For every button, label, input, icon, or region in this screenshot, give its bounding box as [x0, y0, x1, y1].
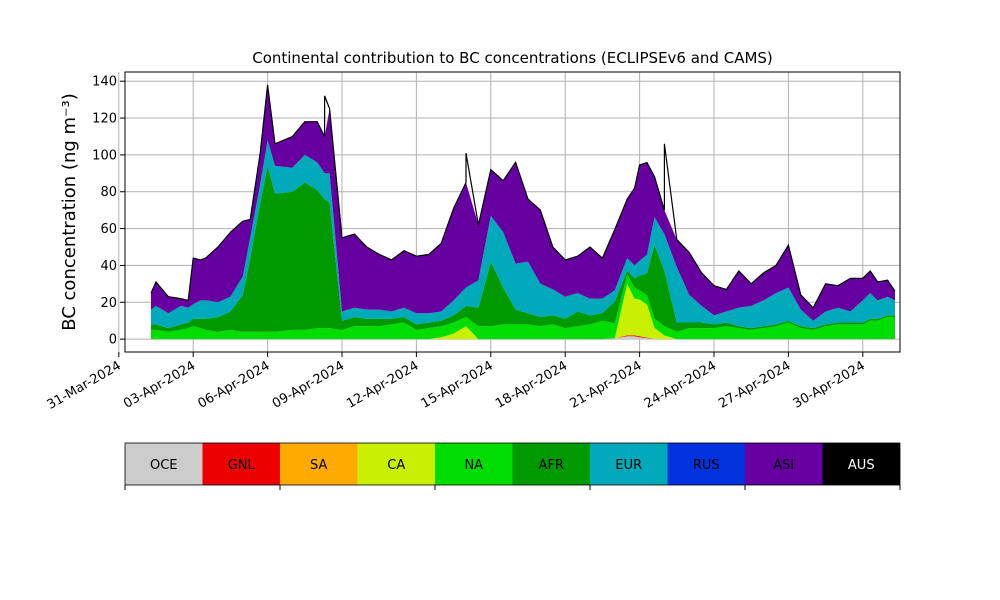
- legend-label-afr: AFR: [539, 458, 564, 473]
- legend-swatch-rus: [667, 443, 745, 485]
- total-outline: [150, 84, 896, 309]
- legend-swatch-afr: [512, 443, 590, 485]
- y-tick-label: 140: [92, 75, 117, 90]
- y-tick-label: 60: [100, 222, 117, 237]
- y-tick-label: 0: [109, 333, 117, 348]
- x-tick-label: 24-Apr-2024: [642, 358, 719, 411]
- y-tick-label: 80: [100, 185, 117, 200]
- legend-label-aus: AUS: [848, 458, 875, 473]
- legend-label-rus: RUS: [693, 458, 720, 473]
- area-na: [151, 274, 895, 340]
- x-tick-label: 27-Apr-2024: [716, 358, 793, 411]
- legend-frame: [124, 442, 901, 486]
- plot-frame: [124, 71, 901, 353]
- area-eur: [151, 140, 895, 329]
- x-tick-label: 15-Apr-2024: [419, 358, 496, 411]
- x-tick-label: 06-Apr-2024: [195, 358, 272, 411]
- legend-swatch-aus: [822, 443, 900, 485]
- y-tick-label: 40: [100, 259, 117, 274]
- x-tick-label: 30-Apr-2024: [791, 358, 868, 411]
- legend-label-sa: SA: [310, 458, 327, 473]
- area-asi: [151, 84, 895, 321]
- legend-label-asi: ASI: [773, 458, 794, 473]
- x-tick-label: 09-Apr-2024: [270, 358, 347, 411]
- legend-label-na: NA: [464, 458, 483, 473]
- chart-title: Continental contribution to BC concentra…: [252, 49, 773, 67]
- legend-swatch-sa: [280, 443, 358, 485]
- legend-label-gnl: GNL: [228, 458, 256, 473]
- y-axis: 0 20 40 60 80 100 120 140: [92, 75, 125, 348]
- legend-swatch-asi: [745, 443, 823, 485]
- area-afr: [151, 165, 895, 332]
- x-tick-label: 03-Apr-2024: [121, 358, 198, 411]
- y-tick-label: 120: [92, 112, 117, 127]
- x-tick-label: 31-Mar-2024: [45, 358, 124, 412]
- legend-label-eur: EUR: [615, 458, 642, 473]
- legend-swatch-na: [435, 443, 513, 485]
- legend-swatch-ca: [357, 443, 435, 485]
- x-tick-label: 21-Apr-2024: [567, 358, 644, 411]
- x-tick-label: 12-Apr-2024: [344, 358, 421, 411]
- legend-swatch-eur: [590, 443, 668, 485]
- x-tick-label: 18-Apr-2024: [493, 358, 570, 411]
- x-axis: 31-Mar-202403-Apr-202406-Apr-202409-Apr-…: [45, 352, 868, 413]
- y-tick-label: 20: [100, 296, 117, 311]
- y-axis-label: BC concentration (ng m⁻³): [59, 93, 80, 331]
- legend-label-ca: CA: [387, 458, 405, 473]
- legend-label-oce: OCE: [150, 458, 178, 473]
- legend-colorbar: OCE GNL SA CA NA AFR EUR RUS ASI AUS: [124, 442, 901, 490]
- y-tick-label: 100: [92, 148, 117, 163]
- legend-swatch-gnl: [202, 443, 280, 485]
- total-line: [150, 84, 896, 309]
- stacked-areas: [151, 84, 895, 340]
- legend-swatch-oce: [125, 443, 203, 485]
